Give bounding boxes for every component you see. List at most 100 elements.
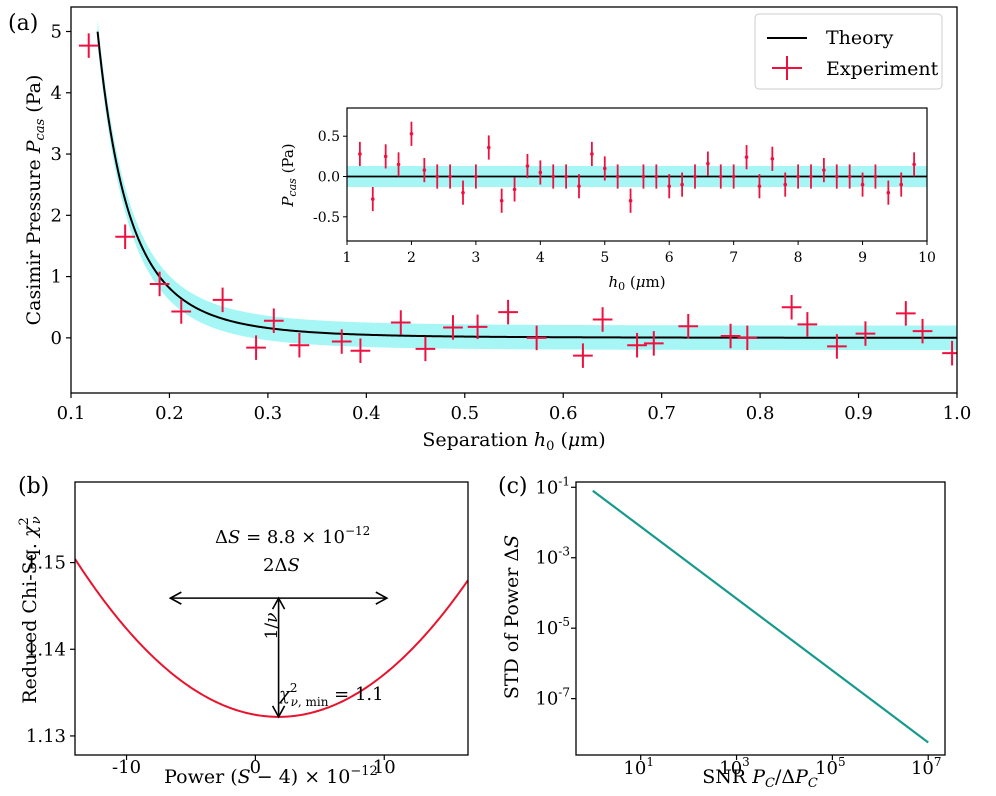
b-x-axis-label: Power (S − 4) × 10−12: [164, 764, 378, 788]
c-x-tick-label: 101: [623, 755, 654, 779]
b-x-tick-label: 0: [250, 757, 261, 778]
inset-point-marker: [731, 174, 736, 179]
a-x-tick-label: 0.9: [844, 403, 873, 424]
inset-point-marker: [461, 190, 465, 195]
inset-x-tick-label: 8: [794, 250, 803, 266]
b-chi-square-curve: [75, 558, 468, 718]
b-arrow-head-up: [271, 596, 286, 610]
inset-point-marker: [680, 182, 684, 187]
inset-point-marker: [809, 174, 813, 179]
a-x-tick-label: 0.6: [549, 403, 578, 424]
inset-point-marker: [448, 174, 452, 179]
panel-a: (a) 0.1 0.2 0.3 0.4 0.5 0.6 0.7 0.8 0.9 1.0 0 1 2 3 4…: [8, 6, 971, 454]
inset-point-marker: [628, 198, 633, 203]
panel-b-label: (b): [18, 474, 49, 499]
inset-point-marker: [783, 182, 788, 187]
a-legend: Theory Experiment: [754, 13, 943, 90]
inset-x-tick-label: 2: [407, 250, 416, 266]
a-x-ticks: 0.1 0.2 0.3 0.4 0.5 0.6 0.7 0.8 0.9 1.0: [57, 393, 971, 424]
inset-x-tick-label: 9: [858, 250, 867, 266]
c-y-axis-label: STD of Power ΔS: [501, 535, 523, 699]
c-y-tick-label: 10-7: [535, 686, 570, 710]
inset-x-tick-label: 4: [536, 250, 545, 266]
inset-point-marker: [796, 174, 800, 179]
inset-x-tick-label: 7: [729, 250, 738, 266]
a-x-tick-label: 0.4: [352, 403, 381, 424]
inset-axes-frame: [346, 107, 928, 242]
inset-point-marker: [886, 190, 891, 195]
c-line-layer: [592, 489, 929, 744]
inset-point-marker: [615, 174, 620, 179]
legend-box: [754, 13, 943, 90]
a-y-axis-label: Casimir Pressure Pcas (Pa): [23, 75, 48, 326]
inset-x-axis-label: h0 (μm): [608, 273, 665, 293]
a-x-tick-label: 0.1: [57, 403, 86, 424]
inset-point-marker: [667, 184, 672, 188]
inset-point-marker: [538, 170, 543, 175]
b-annotation-two-delta-s: 2ΔS: [263, 555, 300, 576]
inset-experiment-layer: [358, 121, 916, 213]
b-annotation-one-over-nu: 1/ν: [262, 613, 282, 640]
inset-point-marker: [641, 174, 646, 179]
inset-y-tick-label: -0.5: [313, 210, 340, 226]
c-x-axis-label: SNR PC/ΔPC: [702, 766, 818, 791]
inset-point-marker: [860, 182, 865, 187]
inset-point-marker: [834, 174, 839, 179]
a-x-axis-label: Separation h0 (μm): [422, 429, 605, 454]
a-x-tick-label: 0.5: [450, 403, 479, 424]
c-y-ticks: 10-1 10-3 10-5 10-7: [535, 474, 576, 710]
inset-point-marker: [409, 131, 414, 136]
a-x-tick-label: 0.2: [155, 403, 184, 424]
c-y-tick-label: 10-5: [535, 615, 570, 639]
inset-point-marker: [435, 174, 440, 179]
inset-point-marker: [590, 152, 594, 156]
a-x-tick-label: 0.8: [746, 403, 775, 424]
b-annotations: [168, 591, 389, 719]
c-x-ticks: 101 103 105 107: [623, 755, 942, 779]
b-arrow-head-right: [375, 591, 389, 605]
a-axes-frame: [70, 6, 958, 394]
panel-b: (b) -10 0 10 1.13 1.14 1.15 Power (S − 4) × …: [17, 474, 469, 788]
c-y-tick-label: 10-3: [535, 545, 570, 569]
c-x-tick-label: 107: [911, 755, 942, 779]
inset-point-marker: [486, 145, 491, 150]
panel-c-label: (c): [498, 474, 528, 499]
b-axes-frame: [74, 481, 469, 756]
inset-y-tick-label: 0.0: [318, 170, 340, 186]
c-x-tick-label: 103: [719, 755, 750, 779]
inset-x-ticks: 1 2 3 4 5 6 7 8 9 10: [343, 241, 936, 266]
inset-x-tick-label: 3: [471, 250, 480, 266]
inset-point-marker: [693, 174, 697, 179]
b-x-tick-label: -10: [112, 757, 141, 778]
inset-point-marker: [551, 174, 556, 179]
inset-point-marker: [358, 152, 362, 156]
inset-y-axis-label: Pcas (Pa): [279, 143, 299, 207]
a-x-tick-label: 0.7: [647, 403, 676, 424]
panel-a-label: (a): [8, 11, 38, 36]
inset-point-marker: [474, 174, 478, 179]
inset-point-marker: [499, 198, 504, 203]
a-y-ticks: 0 1 2 3 4 5: [51, 22, 71, 349]
a-y-tick-label: 4: [51, 83, 62, 104]
c-axes-frame: [575, 481, 946, 756]
inset-x-tick-label: 5: [600, 250, 609, 266]
b-y-tick-label: 1.13: [26, 726, 66, 747]
a-x-tick-label: 0.3: [254, 403, 283, 424]
b-y-tick-label: 1.15: [26, 553, 66, 574]
b-annotation-chi-min: χ2 ν, min = 1.1: [277, 681, 384, 709]
a-y-tick-label: 0: [51, 328, 62, 349]
a-y-tick-label: 2: [51, 205, 62, 226]
a-y-tick-label: 1: [51, 267, 62, 288]
inset-point-marker: [770, 156, 775, 161]
legend-experiment-label: Experiment: [826, 58, 939, 80]
inset-y-ticks: -0.5 0.0 0.5: [313, 129, 347, 226]
b-arrow-head-left: [168, 591, 182, 605]
inset-point-marker: [873, 174, 878, 179]
inset: 1 2 3 4 5 6 7 8 9 10 -0.5 0.0 0.5 h0 (μm) Pcas (Pa): [279, 107, 936, 293]
inset-point-marker: [577, 184, 581, 188]
inset-point-marker: [525, 164, 530, 168]
b-y-axis-label: Reduced Chi-Sq. χ2ν: [17, 516, 44, 703]
inset-point-marker: [706, 161, 710, 166]
inset-x-tick-label: 1: [343, 250, 352, 266]
c-y-tick-label: 10-1: [535, 474, 570, 498]
